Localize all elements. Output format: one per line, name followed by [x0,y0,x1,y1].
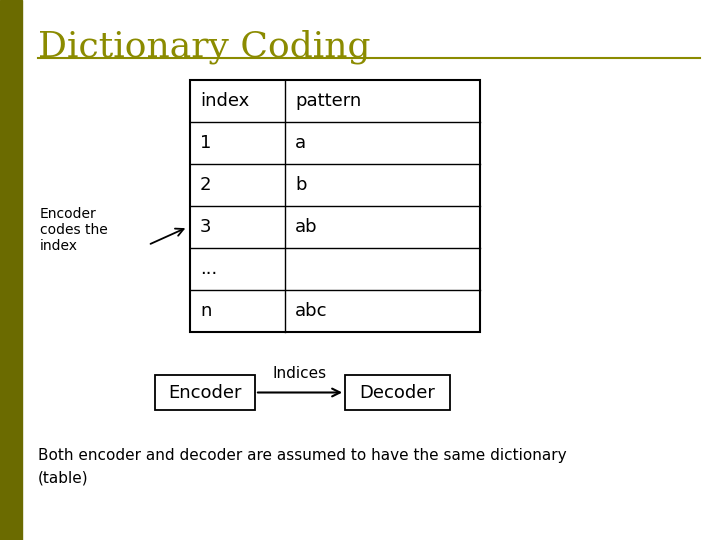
Text: pattern: pattern [295,92,361,110]
Text: index: index [200,92,249,110]
FancyArrowPatch shape [258,389,340,396]
Text: abc: abc [295,302,328,320]
Bar [155,375,255,410]
Text: ...: ... [200,260,217,278]
Text: Dictionary Coding: Dictionary Coding [38,30,371,64]
Text: Encoder: Encoder [168,383,242,402]
Text: 3: 3 [200,218,212,236]
Text: 2: 2 [200,176,212,194]
Bar [190,80,480,332]
Text: n: n [200,302,212,320]
Text: Encoder
codes the
index: Encoder codes the index [40,207,108,253]
Text: Decoder: Decoder [359,383,436,402]
Text: ab: ab [295,218,318,236]
Text: b: b [295,176,307,194]
Text: Both encoder and decoder are assumed to have the same dictionary
(table): Both encoder and decoder are assumed to … [38,448,567,485]
Text: 1: 1 [200,134,212,152]
Bar [0,0,22,540]
Text: Indices: Indices [273,366,327,381]
Text: a: a [295,134,306,152]
FancyArrowPatch shape [150,228,184,244]
Bar [345,375,450,410]
